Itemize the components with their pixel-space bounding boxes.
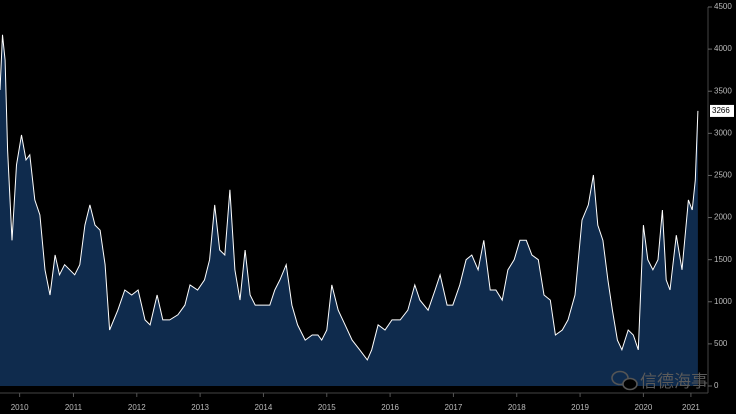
- x-tick-label: 2018: [508, 403, 526, 412]
- last-value-label: 3266: [712, 106, 730, 115]
- x-tick-label: 2020: [635, 403, 653, 412]
- y-tick-label: 3000: [714, 128, 732, 137]
- watermark: 信德海事: [611, 370, 708, 392]
- y-tick-label: 0: [714, 381, 719, 390]
- x-tick-label: 2016: [381, 403, 399, 412]
- x-tick-label: 2014: [255, 403, 273, 412]
- y-tick-label: 2500: [714, 171, 732, 180]
- watermark-text: 信德海事: [640, 372, 708, 392]
- y-tick-label: 3500: [714, 86, 732, 95]
- y-tick-label: 500: [714, 339, 728, 348]
- y-tick-label: 1000: [714, 297, 732, 306]
- area-fill: [0, 34, 698, 387]
- x-tick-label: 2013: [191, 403, 209, 412]
- y-tick-label: 4000: [714, 44, 732, 53]
- x-tick-label: 2010: [11, 403, 29, 412]
- x-tick-label: 2012: [128, 403, 146, 412]
- y-tick-label: 2000: [714, 213, 732, 222]
- x-tick-label: 2021: [682, 403, 700, 412]
- x-tick-label: 2017: [445, 403, 463, 412]
- x-tick-label: 2015: [318, 403, 336, 412]
- wechat-icon: [622, 377, 638, 391]
- y-tick-label: 1500: [714, 255, 732, 264]
- y-tick-label: 4500: [714, 2, 732, 11]
- last-value-box: [710, 104, 734, 117]
- x-tick-label: 2019: [571, 403, 589, 412]
- x-tick-label: 2011: [65, 403, 83, 412]
- line: [0, 34, 699, 361]
